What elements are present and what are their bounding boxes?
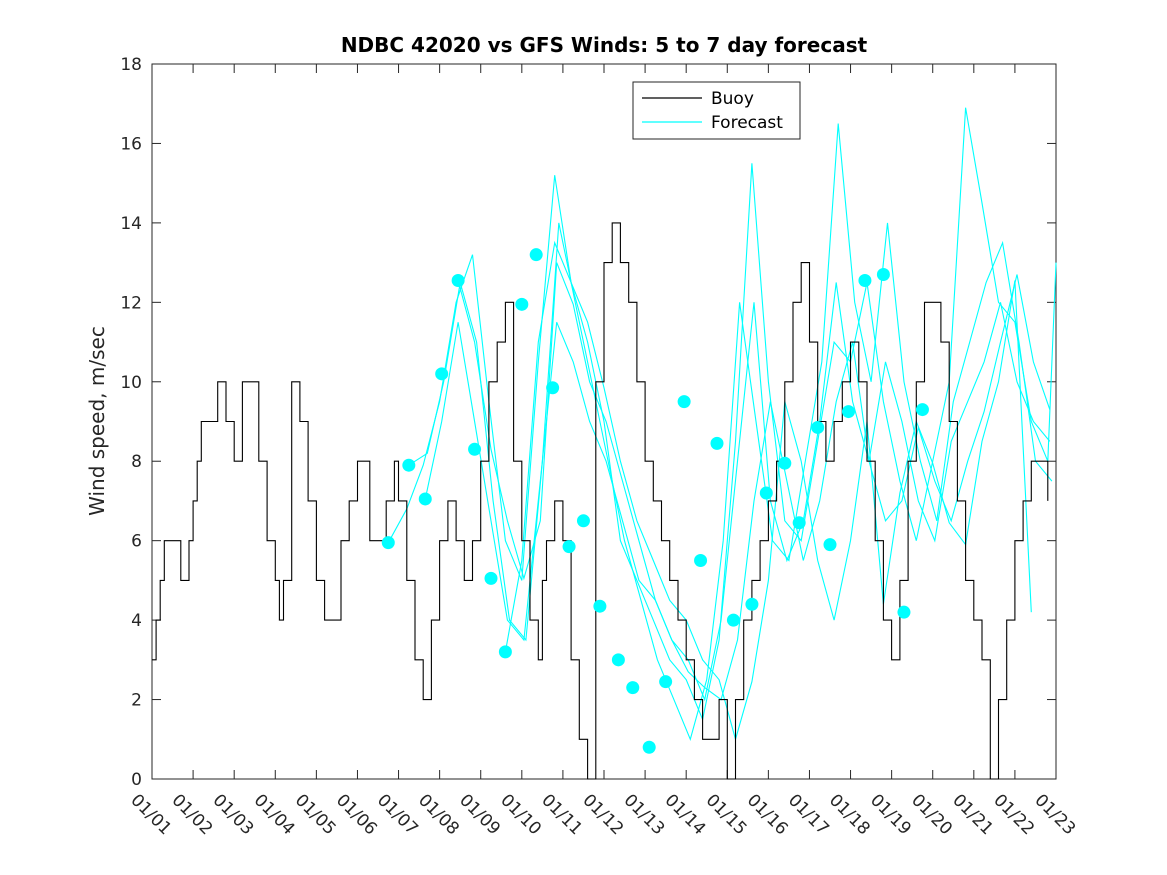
y-tick-label: 14 bbox=[120, 214, 142, 234]
forecast-line bbox=[457, 262, 1051, 701]
y-axis-label: Wind speed, m/sec bbox=[85, 326, 109, 516]
forecast-marker bbox=[745, 597, 759, 611]
forecast-marker-layer bbox=[381, 248, 929, 754]
forecast-marker bbox=[642, 740, 656, 754]
forecast-line bbox=[387, 107, 1057, 722]
y-tick-label: 8 bbox=[131, 452, 142, 472]
y-tick-label: 4 bbox=[131, 611, 142, 631]
forecast-marker bbox=[402, 458, 416, 472]
series-layer bbox=[152, 107, 1057, 780]
y-tick-label: 10 bbox=[120, 373, 142, 393]
forecast-marker bbox=[418, 492, 432, 506]
forecast-marker bbox=[611, 653, 625, 667]
buoy-line bbox=[152, 222, 1049, 780]
y-tick-label: 16 bbox=[120, 134, 142, 154]
forecast-line bbox=[504, 240, 1032, 742]
legend-box bbox=[632, 81, 801, 140]
forecast-marker bbox=[626, 681, 640, 695]
forecast-marker bbox=[468, 442, 482, 456]
forecast-marker bbox=[694, 554, 708, 568]
forecast-marker bbox=[823, 538, 837, 552]
y-axis-ticks: 0 2 4 6 8 10 12 14 16 18 bbox=[120, 55, 1056, 790]
legend-forecast-label: Forecast bbox=[711, 113, 783, 133]
forecast-marker bbox=[811, 420, 825, 434]
forecast-marker bbox=[841, 405, 855, 419]
forecast-marker bbox=[451, 273, 465, 287]
forecast-line bbox=[408, 123, 1053, 741]
forecast-marker bbox=[726, 613, 740, 627]
forecast-marker bbox=[659, 675, 673, 689]
legend: Buoy Forecast bbox=[632, 81, 801, 140]
forecast-marker bbox=[876, 268, 890, 282]
forecast-marker bbox=[515, 297, 529, 311]
forecast-marker bbox=[435, 367, 449, 381]
forecast-marker bbox=[381, 536, 395, 550]
forecast-marker bbox=[546, 381, 560, 395]
forecast-marker bbox=[529, 248, 543, 262]
forecast-line bbox=[424, 282, 1051, 702]
y-tick-label: 2 bbox=[131, 691, 142, 711]
forecast-marker bbox=[593, 599, 607, 613]
forecast-marker bbox=[677, 395, 691, 409]
chart-title: NDBC 42020 vs GFS Winds: 5 to 7 day fore… bbox=[341, 33, 868, 57]
forecast-marker bbox=[915, 403, 929, 417]
y-tick-label: 18 bbox=[120, 55, 142, 75]
forecast-marker bbox=[778, 456, 792, 470]
forecast-marker bbox=[858, 273, 872, 287]
forecast-marker bbox=[710, 436, 724, 450]
forecast-marker bbox=[792, 516, 806, 530]
y-tick-label: 0 bbox=[131, 770, 142, 790]
y-tick-label: 6 bbox=[131, 532, 142, 552]
forecast-marker bbox=[484, 571, 498, 585]
forecast-marker bbox=[897, 605, 911, 619]
forecast-marker bbox=[576, 514, 590, 528]
forecast-marker bbox=[759, 486, 773, 500]
forecast-marker bbox=[498, 645, 512, 659]
legend-buoy-label: Buoy bbox=[711, 89, 754, 109]
forecast-marker bbox=[562, 540, 576, 554]
y-tick-label: 12 bbox=[120, 293, 142, 313]
